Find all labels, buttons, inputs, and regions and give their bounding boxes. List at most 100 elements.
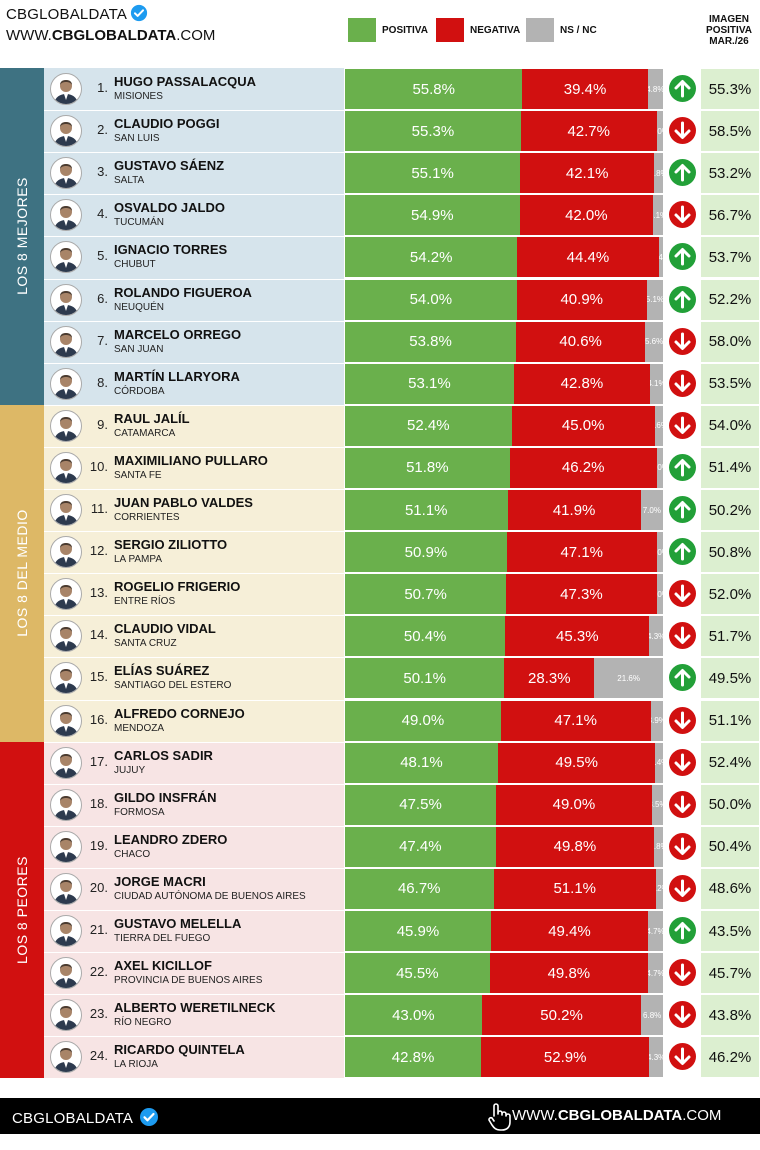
bar-segment-nsnc: 2.2%	[656, 868, 663, 909]
governor-name: MARCELO ORREGO	[114, 326, 242, 342]
stacked-bar: 53.1% 42.8% 4.1%	[345, 363, 663, 404]
governor-name: JORGE MACRI	[114, 873, 206, 889]
brand-name: CBGLOBALDATA	[6, 6, 128, 23]
avatar	[50, 451, 82, 484]
governor-name: ALBERTO WERETILNECK	[114, 1000, 276, 1016]
footer-site-bold: CBGLOBALDATA	[557, 1107, 683, 1124]
bar-segment-negative-label: 41.9%	[552, 501, 596, 519]
bar-segment-positive: 55.3%	[345, 111, 521, 152]
legend-swatch-nsnc	[526, 18, 554, 42]
bar-segment-positive: 55.1%	[345, 153, 521, 194]
rank-number: 22.	[89, 964, 108, 980]
bar-segment-negative-label: 45.0%	[561, 417, 605, 435]
governor-name: CLAUDIO VIDAL	[114, 621, 216, 637]
bar-segment-positive-label: 55.3%	[411, 122, 455, 140]
avatar	[50, 199, 82, 232]
governor-name: ROGELIO FRIGERIO	[114, 579, 241, 595]
bar-segment-nsnc-label: 21.6%	[617, 673, 640, 683]
bar-segment-nsnc: 3.1%	[653, 195, 663, 236]
bar-segment-nsnc: 3.9%	[650, 700, 663, 741]
previous-header-line-1: IMAGEN	[709, 14, 749, 25]
governor-name: IGNACIO TORRES	[114, 242, 228, 258]
row-divider	[44, 867, 760, 869]
bar-segment-nsnc-label: 2.2%	[656, 884, 663, 894]
bar-segment-positive-label: 50.9%	[404, 543, 448, 561]
bar-segment-nsnc-label: 2.0%	[657, 126, 663, 136]
legend-swatch-positive	[348, 18, 376, 42]
bar-segment-positive: 50.1%	[345, 658, 505, 699]
bar-segment-nsnc-label: 2.6%	[655, 421, 663, 431]
province-name: LA RIOJA	[114, 1059, 158, 1071]
governor-name: SERGIO ZILIOTTO	[114, 537, 228, 553]
footer-site-url[interactable]: WWW.CBGLOBALDATA.COM	[512, 1107, 721, 1124]
governor-name: GILDO INSFRÁN	[114, 789, 217, 805]
rank-number: 18.	[89, 795, 108, 811]
bar-segment-negative: 52.9%	[481, 1037, 650, 1078]
stacked-bar: 50.4% 45.3% 4.3%	[345, 616, 663, 657]
arrow-up-icon	[668, 916, 697, 945]
bar-segment-positive-label: 45.5%	[396, 964, 439, 982]
bar-segment-nsnc-label: 3.9%	[651, 716, 663, 725]
stacked-bar: 55.1% 42.1% 2.8%	[345, 153, 663, 194]
bar-segment-positive: 47.5%	[345, 784, 497, 825]
governor-name: GUSTAVO SÁENZ	[114, 158, 225, 174]
bar-segment-negative-label: 42.0%	[565, 206, 608, 224]
governor-name: RICARDO QUINTELA	[114, 1042, 245, 1058]
bar-segment-positive: 48.1%	[345, 742, 498, 783]
previous-positive-value: 51.7%	[701, 616, 759, 657]
governor-name: JUAN PABLO VALDES	[114, 495, 253, 510]
bar-segment-negative-label: 47.1%	[560, 543, 604, 561]
bar-segment-nsnc: 2.8%	[654, 826, 663, 867]
previous-positive-value: 43.5%	[701, 911, 759, 951]
previous-positive-value: 58.5%	[701, 111, 759, 152]
avatar	[50, 662, 82, 695]
bar-segment-negative: 49.0%	[496, 784, 652, 825]
bar-segment-nsnc-label: 2.8%	[654, 168, 663, 178]
bar-segment-negative: 47.1%	[506, 532, 657, 573]
previous-positive-value: 49.5%	[701, 658, 759, 699]
bar-segment-positive: 53.8%	[345, 321, 517, 362]
bar-segment-nsnc: 2.0%	[656, 111, 663, 152]
bar-segment-negative: 49.8%	[495, 826, 655, 867]
previous-positive-value: 58.0%	[701, 321, 759, 362]
row-divider	[44, 699, 760, 701]
stacked-bar: 53.8% 40.6% 5.6%	[345, 321, 663, 362]
bar-segment-negative: 47.3%	[506, 574, 657, 615]
governor-name: LEANDRO ZDERO	[114, 831, 228, 847]
previous-positive-value: 52.0%	[701, 574, 759, 615]
rank-number: 15.	[89, 669, 108, 685]
rank-number: 19.	[89, 837, 108, 853]
bar-segment-negative: 39.4%	[522, 69, 648, 109]
avatar	[50, 830, 82, 863]
avatar	[50, 73, 82, 105]
province-name: JUJUY	[114, 764, 146, 776]
previous-positive-value: 45.7%	[701, 953, 759, 994]
province-name: SANTA FE	[114, 469, 162, 481]
stacked-bar: 52.4% 45.0% 2.6%	[345, 405, 663, 446]
table-row: 15. ELÍAS SUÁREZ SANTIAGO DEL ESTERO 50.1% 2…	[0, 657, 760, 699]
rank-number: 2.	[97, 122, 108, 138]
rank-number: 9.	[97, 416, 108, 432]
previous-header-line-3: MAR./26	[709, 36, 749, 47]
bar-segment-positive-label: 47.5%	[399, 796, 442, 814]
table-row: 1. HUGO PASSALACQUA MISIONES 55.8% 39.4% 4.8%…	[0, 68, 760, 110]
bar-segment-nsnc: 2.4%	[655, 742, 663, 783]
row-divider	[44, 741, 760, 743]
bar-segment-positive-label: 53.1%	[408, 375, 451, 393]
legend-negative: NEGATIVA	[436, 18, 520, 42]
province-name: TIERRA DEL FUEGO	[114, 933, 211, 944]
bar-segment-nsnc-label: 2.0%	[657, 589, 663, 599]
bar-segment-nsnc: 3.5%	[651, 784, 663, 825]
bar-segment-positive-label: 54.9%	[411, 206, 454, 224]
bar-segment-positive: 52.4%	[345, 405, 512, 446]
avatar	[50, 872, 82, 905]
rank-number: 17.	[89, 753, 108, 769]
stacked-bar: 51.1% 41.9% 7.0%	[345, 490, 663, 530]
bar-segment-positive-label: 51.8%	[406, 459, 449, 477]
rank-number: 21.	[89, 922, 108, 937]
arrow-down-icon	[668, 621, 697, 650]
rank-number: 5.	[97, 248, 108, 264]
group-background	[44, 741, 344, 1079]
